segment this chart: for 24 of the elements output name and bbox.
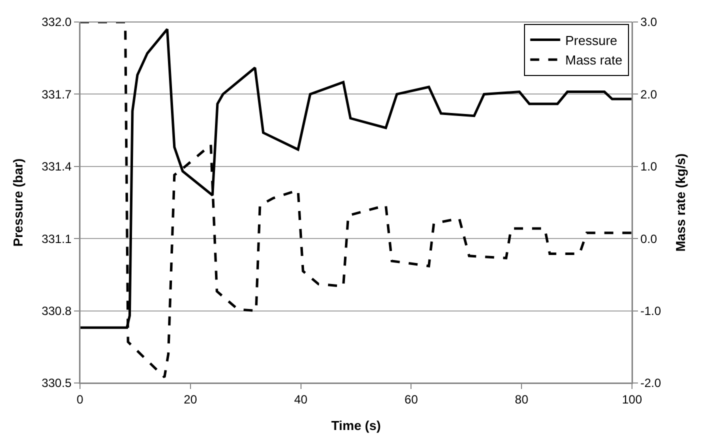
x-tick-label: 80 bbox=[514, 392, 529, 406]
y2-tick-label: -1.0 bbox=[640, 304, 662, 318]
y-tick-label: 330.5 bbox=[42, 376, 72, 390]
line-series bbox=[80, 22, 632, 378]
y-tick-label: 330.8 bbox=[42, 304, 72, 318]
y-tick-label: 331.4 bbox=[42, 160, 72, 174]
x-tick-label: 0 bbox=[76, 392, 84, 406]
y-tick-label: 331.1 bbox=[42, 232, 72, 246]
y-tick-label: 332.0 bbox=[42, 15, 72, 30]
y2-tick-label: 2.0 bbox=[640, 87, 658, 102]
y-tick-label: 331.7 bbox=[42, 87, 72, 102]
y2-tick-label: 0.0 bbox=[640, 232, 658, 246]
x-axis-title: Time (s) bbox=[331, 418, 381, 433]
x-tick-label: 40 bbox=[294, 392, 308, 406]
legend-label: Mass rate bbox=[565, 52, 622, 68]
y2-axis-title: Mass rate (kg/s) bbox=[673, 153, 688, 252]
y-axis-title: Pressure (bar) bbox=[10, 158, 26, 247]
y2-tick-label: 1.0 bbox=[640, 160, 658, 174]
x-tick-label: 100 bbox=[622, 392, 642, 406]
legend-label: Pressure bbox=[565, 32, 618, 48]
y2-tick-label: -2.0 bbox=[640, 376, 662, 390]
x-tick-label: 60 bbox=[404, 392, 418, 406]
x-tick-label: 20 bbox=[184, 392, 198, 406]
y2-tick-label: 3.0 bbox=[640, 15, 658, 30]
